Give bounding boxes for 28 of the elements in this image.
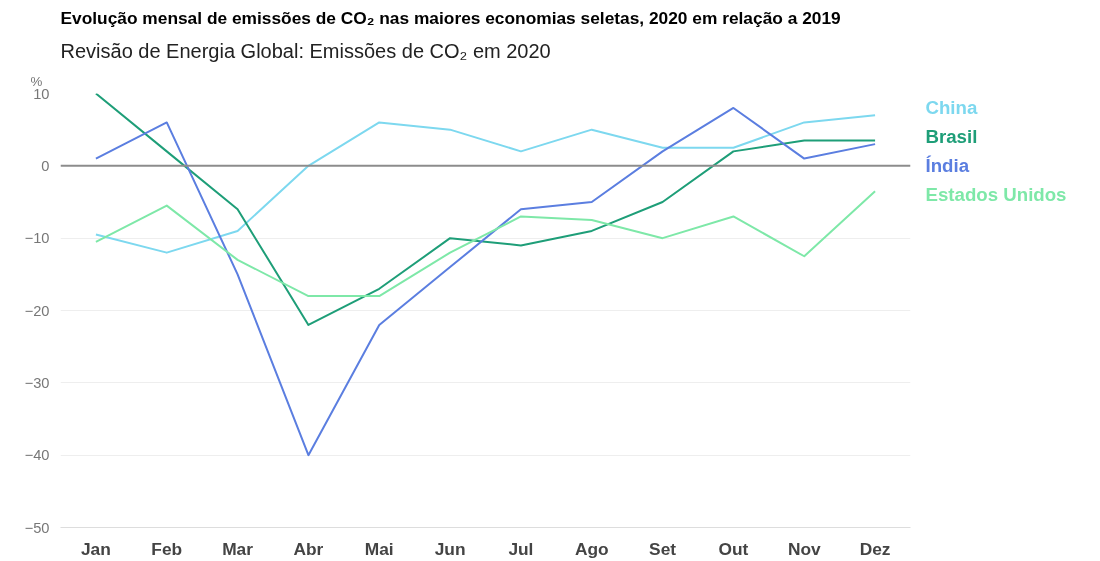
y-tick-label: −50 xyxy=(24,519,50,536)
y-tick-label: −10 xyxy=(24,230,50,247)
y-tick-label: −30 xyxy=(24,374,50,391)
x-tick-label: Feb xyxy=(151,538,183,559)
x-tick-label: Ago xyxy=(574,538,609,559)
line-series xyxy=(94,93,877,326)
x-tick-label: Out xyxy=(718,538,749,559)
line-series xyxy=(94,106,877,457)
chart-title: Evolução mensal de emissões de CO₂ nas maiores economias seletas, 2020 em relação a 2019 xyxy=(60,7,841,28)
text: China xyxy=(925,96,978,118)
x-tick-label: Mar xyxy=(222,538,254,559)
line-series xyxy=(94,190,877,298)
y-tick-label: −40 xyxy=(24,447,50,464)
x-tick-label: Mai xyxy=(364,538,394,559)
x-tick-label: Nov xyxy=(787,538,821,559)
text: Estados Unidos xyxy=(925,183,1067,205)
x-tick-label: Abr xyxy=(293,538,324,559)
x-tick-label: Jul xyxy=(508,538,534,559)
line-series xyxy=(94,114,877,254)
text: Brasil xyxy=(925,125,978,147)
text: Índia xyxy=(925,154,970,176)
y-tick-label: −20 xyxy=(24,302,50,319)
x-tick-label: Dez xyxy=(859,538,891,559)
chart-subtitle: Revisão de Energia Global: Emissões de CO₂ em 2020 xyxy=(60,39,551,62)
x-tick-label: Jun xyxy=(434,538,466,559)
x-tick-label: Set xyxy=(649,538,677,559)
y-tick-label: 0 xyxy=(41,157,50,174)
x-tick-label: Jan xyxy=(80,538,111,559)
